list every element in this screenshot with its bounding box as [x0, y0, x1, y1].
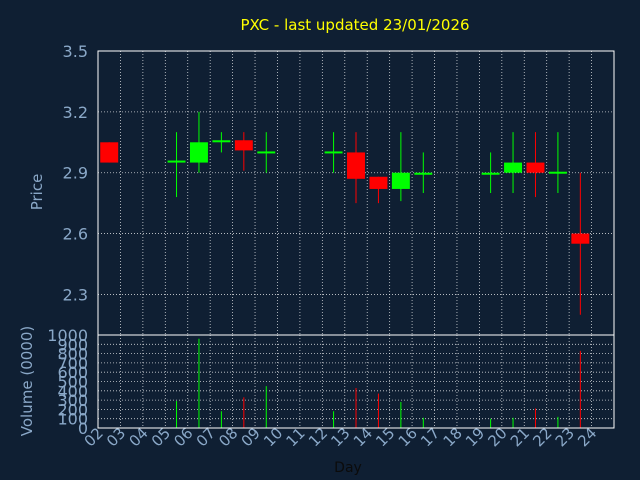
candle-body: [167, 160, 186, 163]
volume-tick-label: 400: [57, 382, 88, 401]
candle-body: [189, 142, 208, 163]
candle-body: [324, 151, 343, 154]
volume-tick-label: 1000: [47, 326, 88, 345]
volume-bars: [176, 338, 581, 428]
price-tick-label: 2.9: [63, 164, 88, 183]
chart-title: PXC - last updated 23/01/2026: [240, 16, 469, 34]
price-tick-label: 3.5: [63, 42, 88, 61]
price-tick-label: 3.2: [63, 103, 88, 122]
volume-tick-label: 0: [78, 419, 88, 438]
candle-body: [504, 162, 523, 173]
price-tick-label: 2.6: [63, 225, 88, 244]
candle-body: [481, 172, 500, 175]
candle-body: [234, 140, 253, 151]
volume-tick-label: 300: [57, 391, 88, 410]
price-axis-label: Price: [28, 174, 46, 211]
candle-body: [100, 142, 119, 163]
candle-body: [347, 152, 365, 179]
volume-axis-label: Volume (0000): [18, 326, 36, 436]
volume-tick-label: 700: [57, 354, 88, 373]
volume-tick-label: 600: [57, 363, 88, 382]
candles: [100, 111, 590, 315]
panel-frames: [97, 50, 615, 429]
price-grid: [98, 50, 614, 335]
price-tick-label: 2.3: [63, 285, 88, 304]
volume-tick-label: 500: [57, 373, 88, 392]
candle-body: [391, 172, 410, 189]
volume-tick-label: 200: [57, 400, 88, 419]
volume-tick-label: 800: [57, 345, 88, 364]
volume-panel-frame: [97, 334, 615, 429]
candle-body: [548, 171, 567, 174]
candle-body: [212, 140, 231, 143]
x-axis-label: Day: [334, 460, 362, 476]
candle-body: [526, 162, 545, 173]
candle-body: [369, 176, 388, 189]
volume-tick-label: 100: [57, 410, 88, 429]
candle-body: [571, 233, 590, 244]
candle-body: [414, 172, 433, 175]
volume-tick-label: 900: [57, 335, 88, 354]
candle-body: [257, 151, 276, 154]
price-y-ticks: 3.5 3.2 2.9 2.6 2.3: [63, 42, 88, 304]
